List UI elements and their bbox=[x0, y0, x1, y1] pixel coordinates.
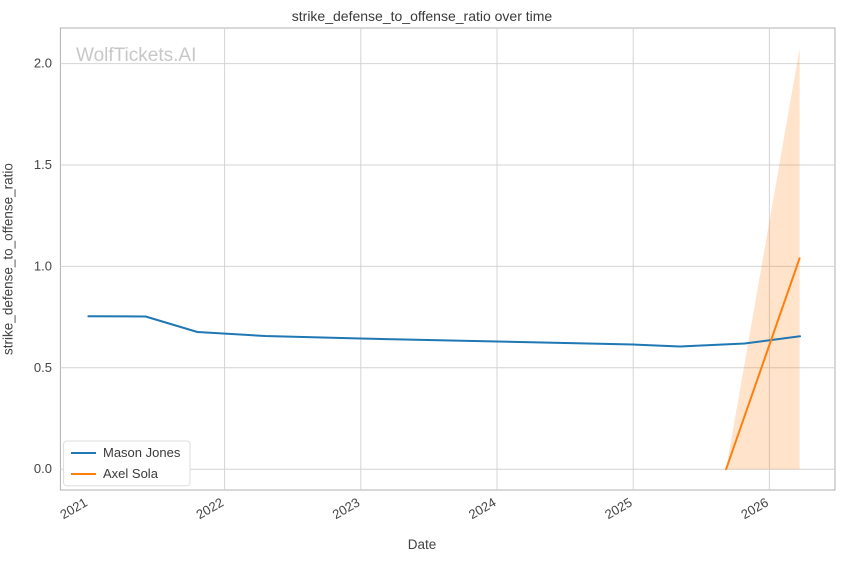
svg-text:Axel Sola: Axel Sola bbox=[103, 466, 159, 481]
svg-text:Mason Jones: Mason Jones bbox=[103, 445, 181, 460]
svg-text:2.0: 2.0 bbox=[34, 56, 52, 71]
svg-text:0.5: 0.5 bbox=[34, 360, 52, 375]
svg-text:1.0: 1.0 bbox=[34, 258, 52, 273]
svg-text:1.5: 1.5 bbox=[34, 157, 52, 172]
svg-text:0.0: 0.0 bbox=[34, 461, 52, 476]
